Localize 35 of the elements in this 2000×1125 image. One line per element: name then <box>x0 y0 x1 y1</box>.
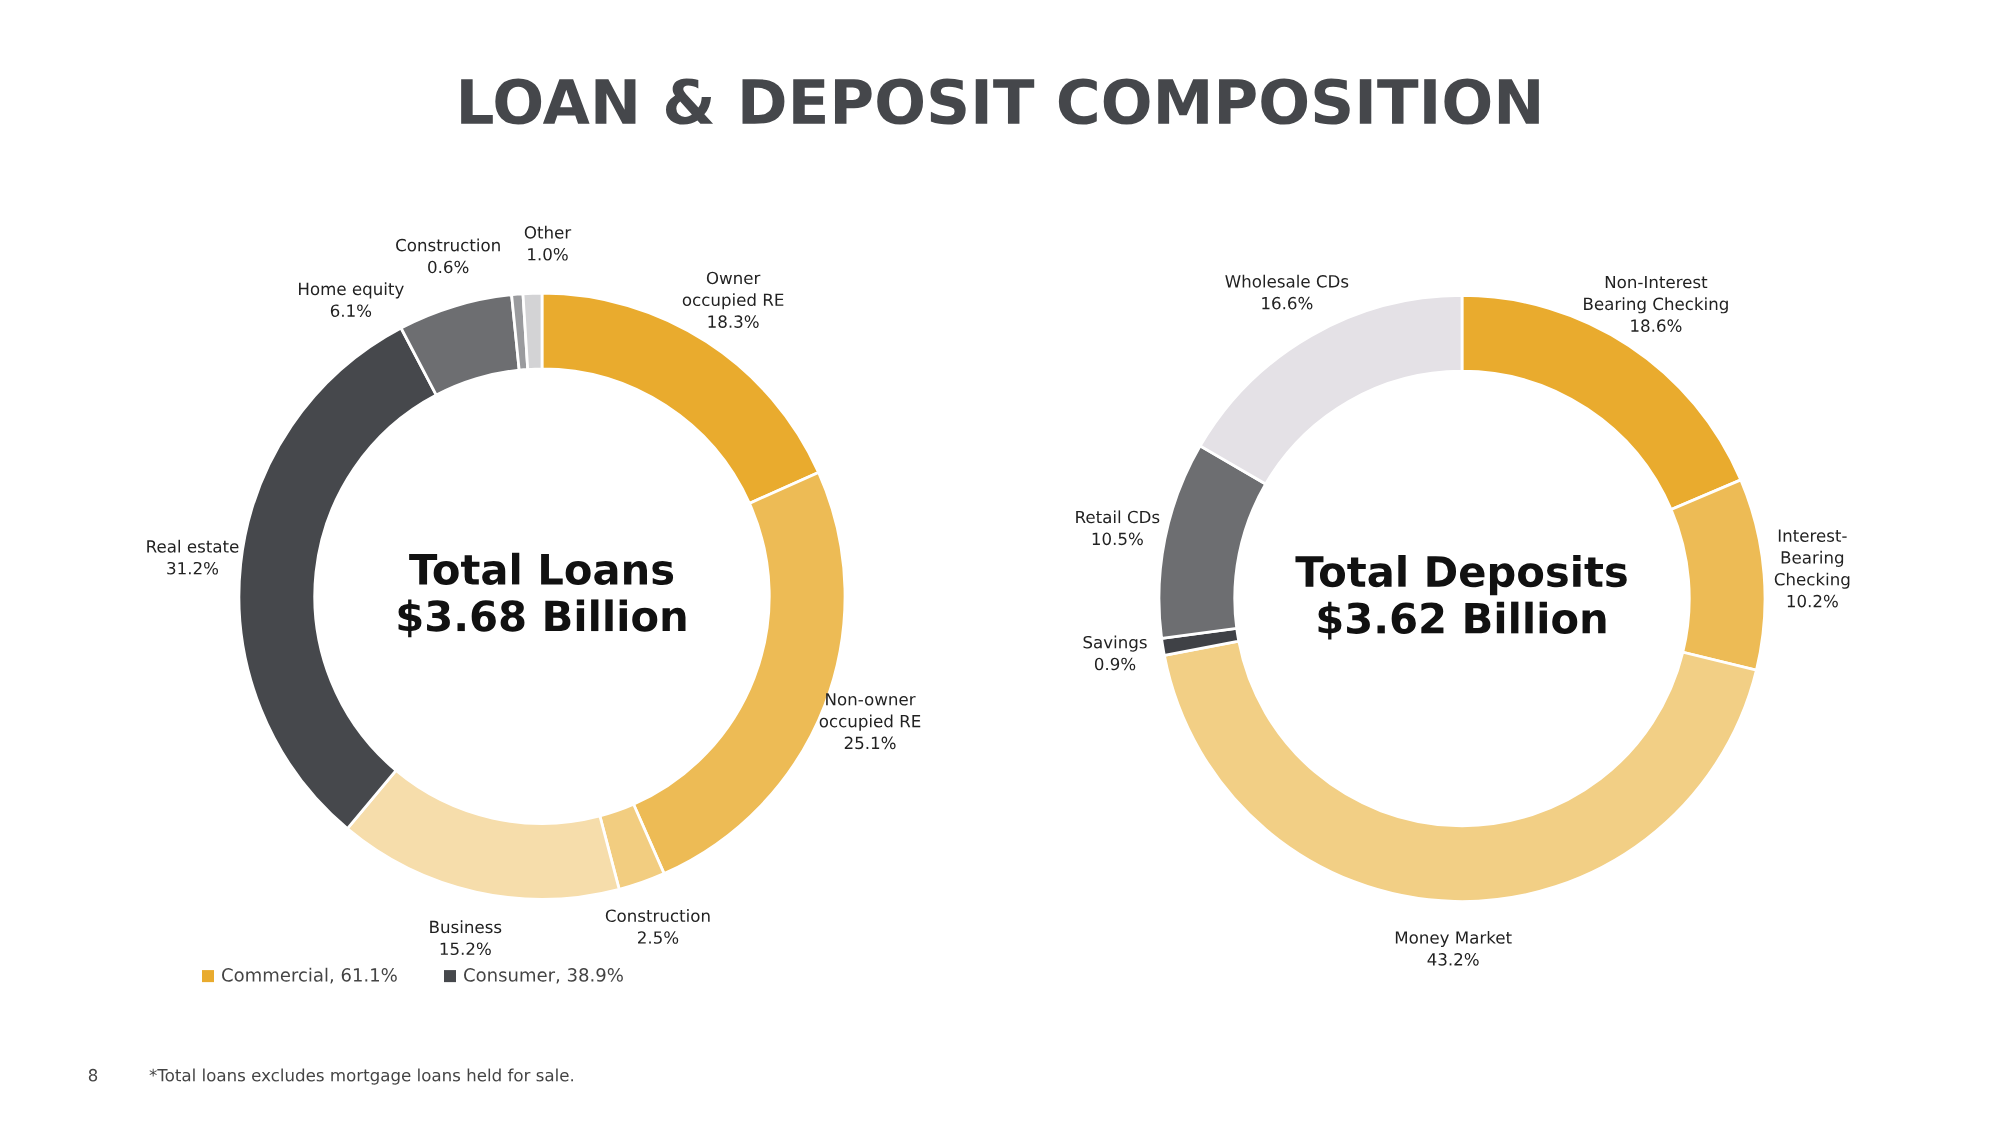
slice-label: Construction <box>396 238 500 252</box>
data-label: 1.0% <box>528 247 568 261</box>
data-label: 0.9% <box>1094 657 1136 671</box>
chart-title: LOAN & DEPOSIT COMPOSITION <box>461 78 1539 125</box>
data-label: 0.6% <box>428 260 469 274</box>
text: Consumer, 38.9% <box>464 968 623 984</box>
data-label: 6.1% <box>330 304 372 317</box>
data-label: 16.6% <box>1262 296 1313 310</box>
data-label: 2.5% <box>638 931 679 944</box>
text: Total Loans $3.68 Billion <box>398 552 686 638</box>
data-label: 18.3% <box>708 315 759 328</box>
slice-label: Money Market <box>1395 930 1512 948</box>
slice-label: Business <box>430 920 502 934</box>
data-label: 18.6% <box>1631 319 1682 332</box>
text: *Total loans excludes mortgage loans held for sale. <box>149 1068 573 1085</box>
slice-label: Interest- Bearing Checking <box>1774 529 1850 589</box>
data-label: 31.2% <box>167 561 219 575</box>
slice-label: Real estate <box>147 539 239 553</box>
slice-label: Non-Interest Bearing Checking <box>1584 275 1728 314</box>
data-label: 15.2% <box>440 942 491 956</box>
data-label: 10.2% <box>1787 594 1838 608</box>
text: 8 <box>88 1068 98 1082</box>
slice-label: Savings <box>1083 635 1147 652</box>
slice-label: Home equity <box>299 282 404 299</box>
text: Total Deposits $3.62 Billion <box>1295 555 1627 640</box>
slice-label: Other <box>524 225 572 239</box>
slice-label: Wholesale CDs <box>1225 274 1349 288</box>
slice-label: Owner occupied RE <box>682 271 784 310</box>
data-label: 43.2% <box>1427 953 1479 966</box>
slice-label: Non-owner occupied RE <box>819 693 921 731</box>
slice-label: Construction <box>605 909 710 923</box>
slice-label: Retail CDs <box>1076 510 1160 524</box>
data-label: 10.5% <box>1092 532 1143 546</box>
text: Commercial, 61.1% <box>222 967 397 984</box>
data-label: 25.1% <box>844 736 896 750</box>
